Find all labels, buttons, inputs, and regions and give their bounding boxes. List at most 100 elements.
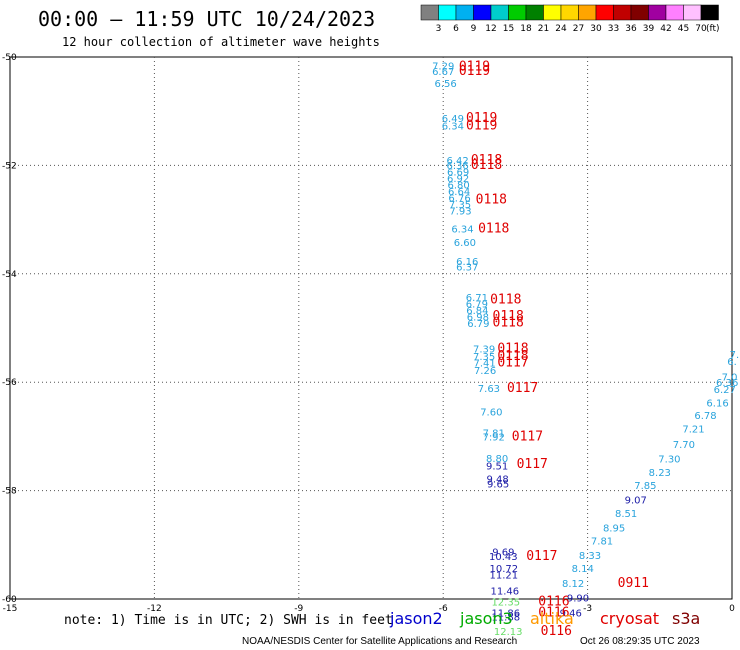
wave-height-value: 7.70 xyxy=(673,440,695,451)
pass-number-label: 0118 xyxy=(476,192,507,207)
footer-credit: NOAA/NESDIS Center for Satellite Applica… xyxy=(242,636,517,647)
scale-swatch xyxy=(543,4,562,21)
scale-swatch xyxy=(700,4,719,21)
wave-height-value: 9.46 xyxy=(560,608,582,619)
wave-height-value: 11.46 xyxy=(490,587,519,598)
wave-height-value: 6.42 xyxy=(447,156,469,167)
scale-swatch xyxy=(683,4,702,21)
wave-height-value: 8.14 xyxy=(572,564,594,575)
scale-unit: (ft) xyxy=(706,24,720,34)
wave-height-value: 6.27 xyxy=(714,385,736,396)
wave-height-value: 7.0 xyxy=(722,373,738,384)
wave-height-value: 6.60 xyxy=(454,238,476,249)
wave-height-value: 7.41 xyxy=(473,358,495,369)
scale-label: 21 xyxy=(538,24,549,34)
wave-height-value: 6.16 xyxy=(456,257,478,268)
wave-height-value: 6.98 xyxy=(467,312,489,323)
pass-number-label: 0118 xyxy=(471,153,502,168)
scale-swatch xyxy=(665,4,684,21)
wave-height-value: 12.13 xyxy=(494,627,523,638)
pass-number-label: 0118 xyxy=(471,158,502,173)
wave-height-value: 6.69 xyxy=(447,168,469,179)
x-tick-label: -9 xyxy=(294,604,303,614)
wave-height-value: 6. xyxy=(727,357,737,368)
wave-height-value: 6.56 xyxy=(434,79,456,90)
wave-height-value: 6.34 xyxy=(442,122,464,133)
legend-cryosat: cryosat xyxy=(600,609,659,628)
wave-height-value: 6.78 xyxy=(694,411,716,422)
scale-label: 30 xyxy=(590,24,602,34)
scale-swatch xyxy=(420,4,439,21)
satellite-legend: jason2 jason3 altika cryosat s3a xyxy=(389,609,700,628)
wave-height-value: 9.65 xyxy=(487,479,509,490)
wave-height-value: 7.92 xyxy=(483,433,505,444)
plot-area: -15 -12 -9 -6 -3 0 -50 -52 -54 -56 -58 -60 7.296.67… xyxy=(2,53,739,639)
wave-height-value: 7.63 xyxy=(478,384,500,395)
chart-title: 00:00 – 11:59 UTC 10/24/2023 xyxy=(38,7,375,31)
chart-subtitle: 12 hour collection of altimeter wave hei… xyxy=(62,35,380,49)
wave-height-value: 8.51 xyxy=(615,509,637,520)
pass-number-label: 0119 xyxy=(459,64,490,79)
wave-height-value: 6.37 xyxy=(456,263,478,274)
pass-number-label: 0117 xyxy=(507,381,538,396)
wave-height-value: 6.49 xyxy=(442,114,464,125)
wave-height-value: 6.79 xyxy=(466,299,488,310)
wave-height-value: 8.80 xyxy=(486,454,508,465)
x-tick-label: -6 xyxy=(439,604,448,614)
grid-lines xyxy=(10,57,732,599)
wave-height-value: 6.80 xyxy=(447,181,469,192)
x-tick-label: -12 xyxy=(147,604,162,614)
wave-height-value: 7.21 xyxy=(682,425,704,436)
wave-height-value: 8.95 xyxy=(603,523,625,534)
pass-number-label: 0118 xyxy=(493,315,524,330)
wave-height-value: 9.69 xyxy=(492,548,514,559)
wave-height-value: 6.34 xyxy=(451,225,473,236)
y-tick-label: -58 xyxy=(2,487,17,497)
wave-height-value: 9.90 xyxy=(567,594,589,605)
wave-height-value: 8.23 xyxy=(649,468,671,479)
footer-note: note: 1) Time is in UTC; 2) SWH is in fe… xyxy=(64,613,393,628)
pass-number-label: 0118 xyxy=(497,349,528,364)
wave-height-value: 9.51 xyxy=(486,461,508,472)
wave-height-value: 6.79 xyxy=(467,319,489,330)
pass-labels: 0119011901190119011801180118011801180118… xyxy=(459,60,649,639)
scale-swatch xyxy=(560,4,579,21)
pass-number-label: 0116 xyxy=(538,605,569,620)
plot-frame xyxy=(9,56,733,600)
wave-height-value: 9.48 xyxy=(486,474,508,485)
scale-label: 45 xyxy=(678,24,689,34)
wave-height-value: 6.16 xyxy=(706,399,728,410)
pass-number-label: 0911 xyxy=(618,576,649,591)
scale-swatch xyxy=(630,4,649,21)
scale-label: 42 xyxy=(660,24,671,34)
pass-number-label: 0118 xyxy=(490,293,521,308)
scale-label: 24 xyxy=(555,24,567,34)
wave-height-value: 10.72 xyxy=(490,564,519,575)
wave-height-color-scale: 3 6 9 12 15 18 21 24 27 30 33 36 39 42 45 70 (ft) xyxy=(420,4,720,34)
scale-label: 70 xyxy=(695,24,707,34)
pass-number-label: 0117 xyxy=(512,430,543,445)
footer-timestamp: Oct 26 08:29:35 UTC 2023 xyxy=(580,636,700,647)
wave-height-value: 6.36 xyxy=(716,378,738,389)
y-tick-label: -50 xyxy=(2,53,17,63)
pass-number-label: 0116 xyxy=(538,595,569,610)
y-tick-label: -56 xyxy=(2,378,17,388)
pass-number-label: 0119 xyxy=(466,119,497,134)
wave-height-value: 6.76 xyxy=(448,194,470,205)
wave-height-value: 8.33 xyxy=(579,551,601,562)
scale-swatch xyxy=(438,4,457,21)
scale-label: 36 xyxy=(625,24,637,34)
wave-height-value: 6.84 xyxy=(466,306,488,317)
scale-swatch xyxy=(648,4,667,21)
pass-number-label: 0118 xyxy=(493,309,524,324)
wave-height-value: 7.93 xyxy=(449,207,471,218)
y-tick-label: -54 xyxy=(2,270,17,280)
scale-swatch xyxy=(508,4,527,21)
wave-height-value: 6.36 xyxy=(447,161,469,172)
scale-label: 6 xyxy=(453,24,459,34)
legend-s3a: s3a xyxy=(672,609,700,628)
wave-height-value: 7.85 xyxy=(634,481,656,492)
pass-number-label: 0117 xyxy=(497,355,528,370)
pass-number-label: 0117 xyxy=(517,457,548,472)
